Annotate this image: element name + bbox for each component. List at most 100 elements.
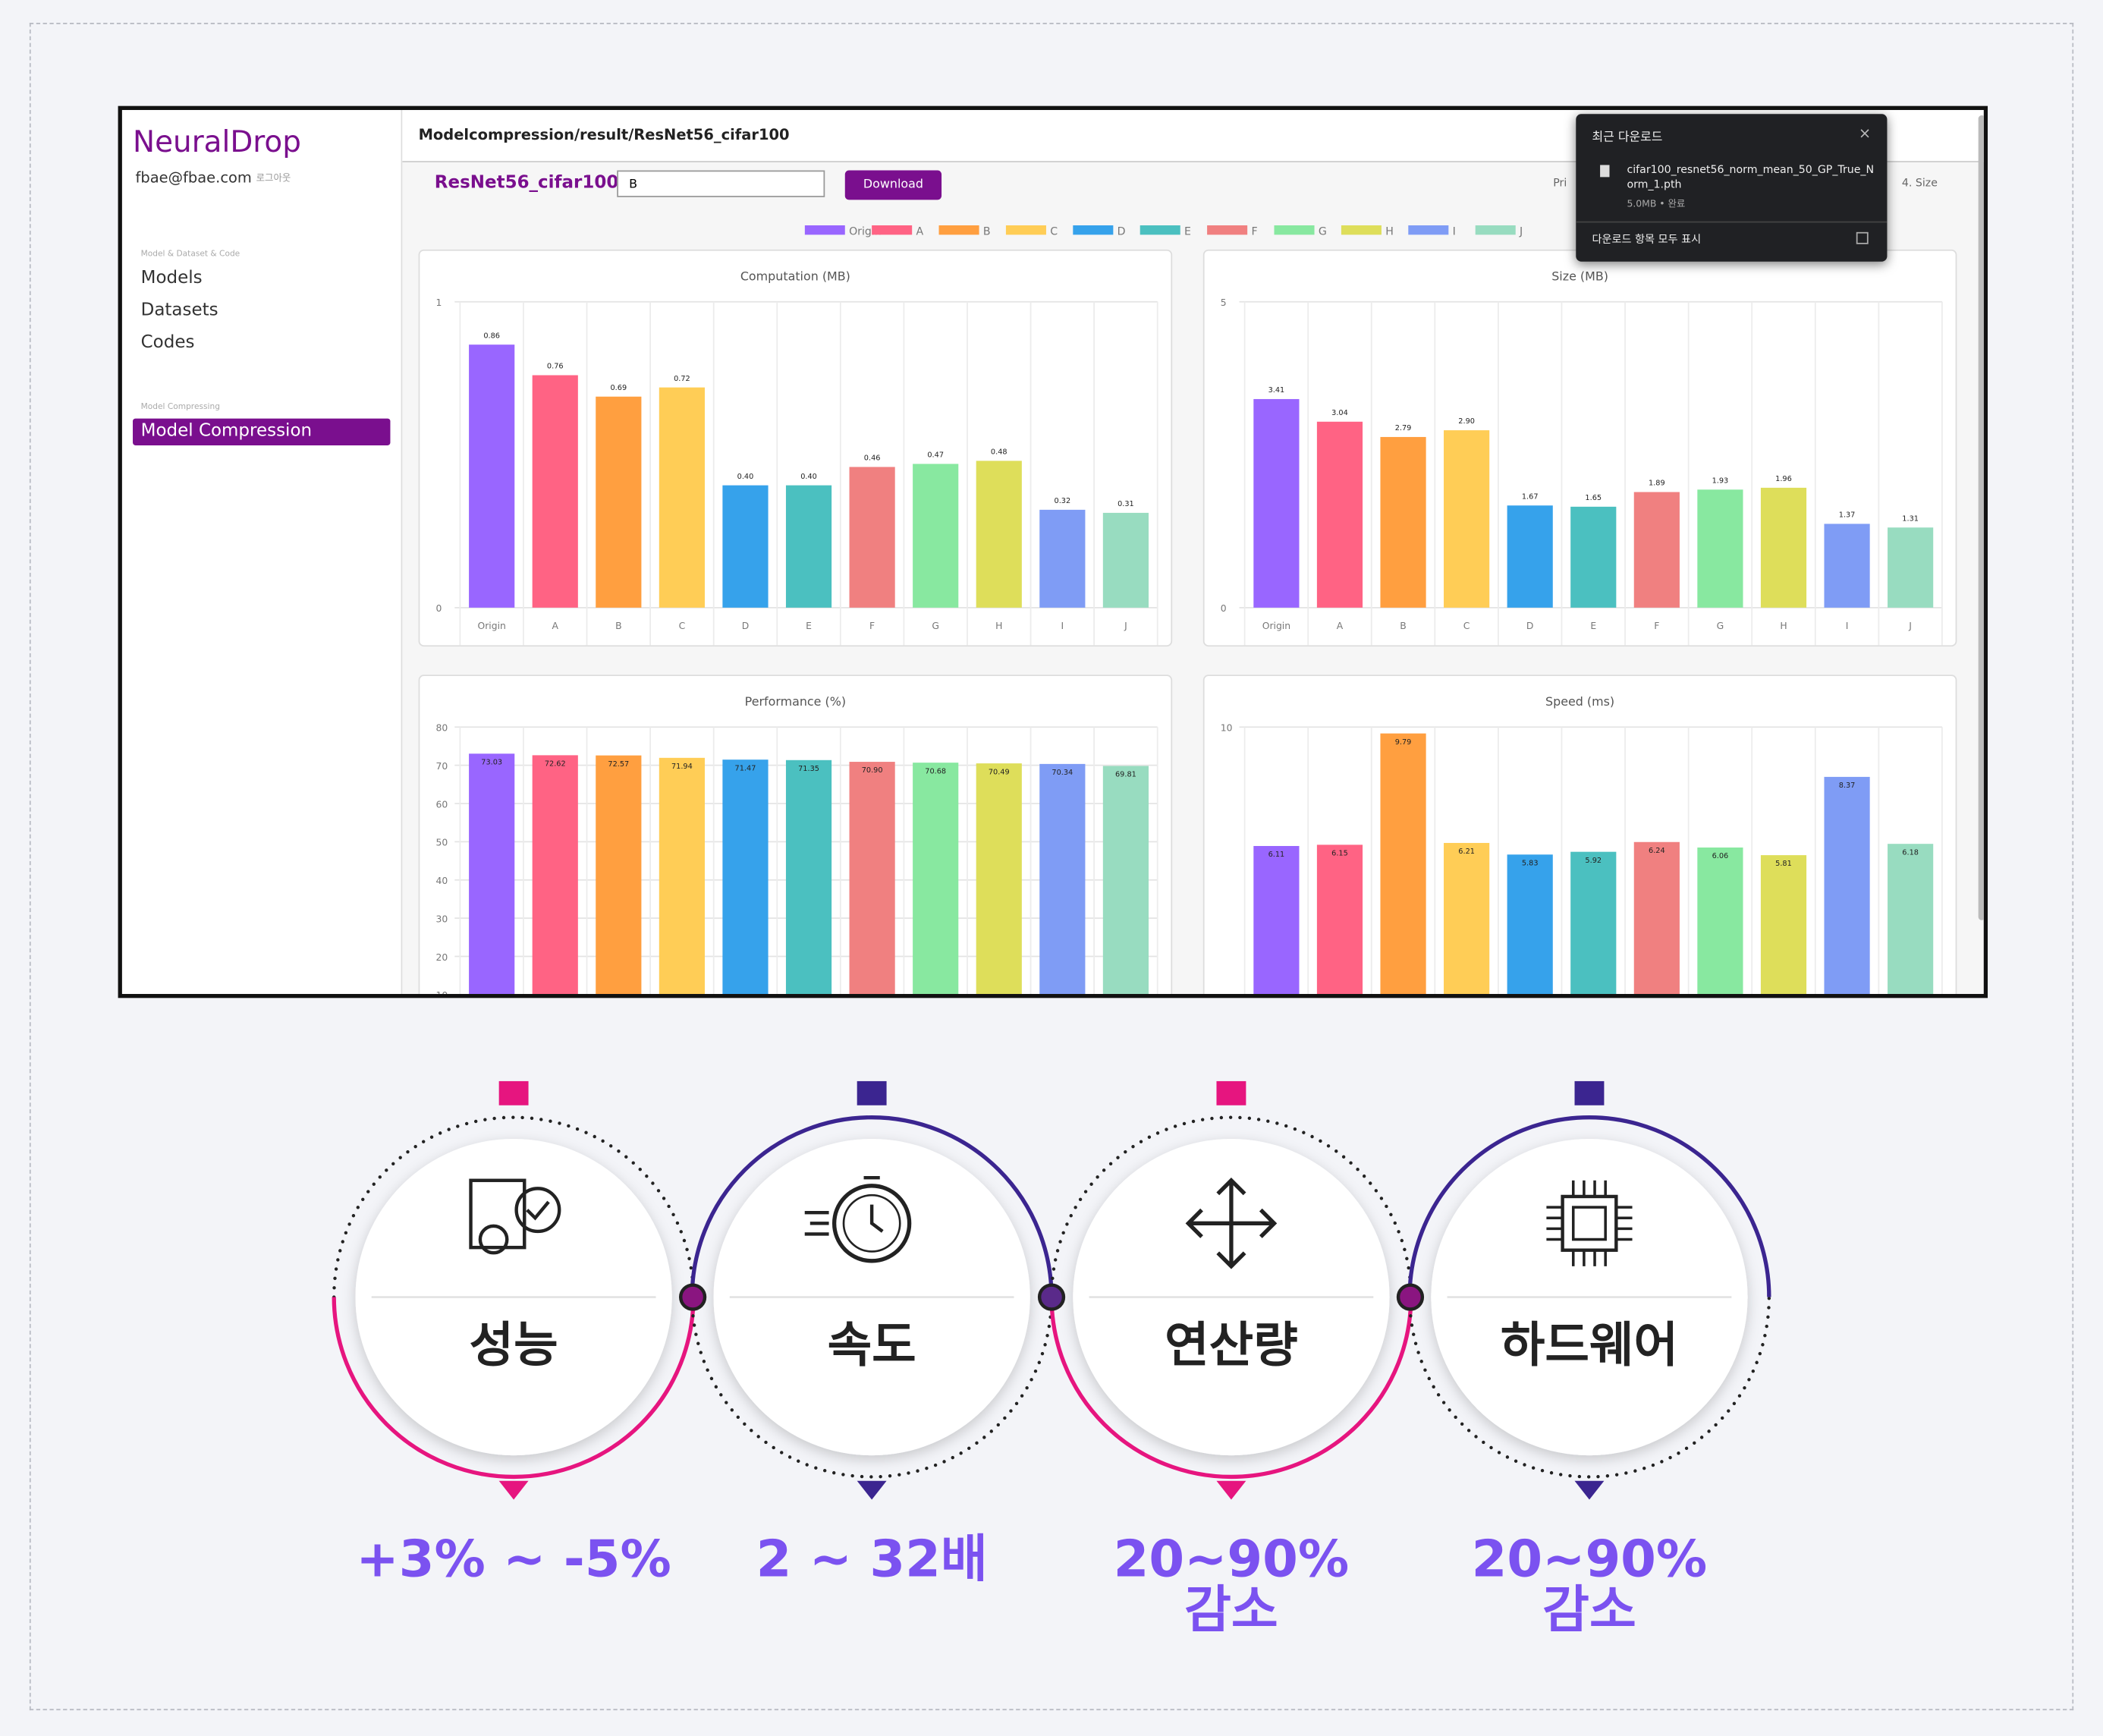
bar: [1888, 527, 1934, 608]
value-label: 0.86: [483, 332, 500, 340]
chart-title: Computation (MB): [740, 269, 850, 283]
value-label: 72.57: [608, 760, 629, 769]
x-tick-label: I: [1846, 621, 1849, 631]
feature-value: 20~90%: [1113, 1529, 1350, 1589]
legend-swatch: [1341, 225, 1382, 235]
sidebar: NeuralDrop fbae@fbae.com 로그아웃 Model & Da…: [122, 109, 403, 995]
value-label: 1.89: [1649, 480, 1665, 488]
chart: Computation (MB) 0 1 0.86 Origin 0.76 A 0.69 B 0.…: [436, 269, 1158, 646]
bar: [1380, 733, 1426, 995]
feature-value: 2 ~ 32배: [756, 1529, 988, 1589]
bar: [1316, 844, 1363, 995]
ring-dotted: [1407, 1295, 1771, 1479]
legend-label: C: [1050, 225, 1058, 237]
marker-square: [1574, 1080, 1605, 1105]
bar: [1633, 492, 1680, 608]
value-label: 1.37: [1839, 511, 1856, 520]
marker-triangle: [1216, 1480, 1246, 1500]
chart-title: Size (MB): [1551, 269, 1608, 283]
section-label: Model & Dataset & Code: [140, 249, 240, 259]
chart-panel: Computation (MB) 0 1 0.86 Origin 0.76 A 0.69 B 0.…: [418, 249, 1173, 647]
x-tick-label: C: [679, 621, 686, 631]
bar: [849, 762, 895, 995]
chart: Performance (%) 10 20 30 40 50 60 70 80 73.03 72.6…: [436, 694, 1158, 995]
bar: [1253, 846, 1300, 995]
bar: [913, 464, 959, 608]
download-button[interactable]: Download: [844, 170, 942, 200]
value-label: 72.62: [545, 760, 566, 769]
icon: [842, 1194, 901, 1253]
value-label: 0.46: [864, 454, 881, 463]
menu-item[interactable]: Datasets: [140, 300, 218, 321]
y-tick-label: 0: [1221, 603, 1227, 614]
y-tick-label: 40: [436, 876, 448, 886]
feature-label: 속도: [828, 1317, 916, 1373]
menu-item-active[interactable]: Model Compression: [133, 418, 391, 445]
ring-dotted: [332, 1115, 696, 1299]
value-label: 71.94: [671, 763, 693, 771]
bar: [1697, 848, 1743, 995]
marker-triangle: [1574, 1480, 1605, 1500]
bar: [976, 461, 1022, 608]
y-tick-label: 30: [436, 914, 448, 924]
y-tick-label: 60: [436, 799, 448, 810]
legend-swatch: [1140, 225, 1180, 235]
bar: [1102, 512, 1149, 608]
value-label: 73.03: [481, 758, 502, 766]
junction-dot: [1396, 1283, 1425, 1311]
x-tick-label: D: [1526, 621, 1534, 631]
icon: [469, 1178, 527, 1250]
bar: [1760, 487, 1807, 608]
value-label: 0.76: [547, 363, 564, 371]
value-label: 0.48: [991, 448, 1007, 457]
icon: [1546, 1180, 1633, 1266]
feature-value: 감소: [1184, 1580, 1278, 1640]
x-tick-label: H: [1780, 621, 1787, 631]
show-all[interactable]: 다운로드 항목 모두 표시: [1592, 233, 1702, 246]
feature-value: 감소: [1542, 1580, 1636, 1640]
x-tick-label: B: [1400, 621, 1406, 631]
feature-label: 성능: [470, 1317, 558, 1373]
file-name[interactable]: cifar100_resnet56_norm_mean_50_GP_True_N…: [1627, 163, 1875, 191]
legend-label: G: [1319, 225, 1327, 237]
bar: [469, 753, 515, 995]
legend-swatch: [1475, 225, 1516, 235]
menu-item[interactable]: Codes: [140, 332, 195, 353]
legend-label: D: [1118, 225, 1126, 237]
icon: [514, 1187, 561, 1234]
value-label: 0.69: [611, 384, 627, 392]
model-select[interactable]: B: [617, 170, 825, 197]
x-tick-label: B: [615, 621, 621, 631]
legend-swatch: [1207, 225, 1248, 235]
legend-swatch: [1005, 225, 1046, 235]
x-tick-label: H: [995, 621, 1002, 631]
x-tick-label: G: [1717, 621, 1724, 631]
ring-solid: [690, 1115, 1054, 1297]
marker-triangle: [857, 1480, 887, 1500]
value-label: 5.92: [1585, 857, 1602, 865]
value-label: 0.31: [1118, 500, 1134, 508]
chart-title: Performance (%): [745, 694, 846, 709]
ring-solid: [1407, 1115, 1771, 1297]
menu-item[interactable]: Models: [140, 268, 203, 289]
close-icon[interactable]: ×: [1858, 124, 1872, 143]
x-tick-label: Origin: [477, 621, 505, 631]
scrollbar: [1978, 115, 1984, 920]
chart-panel: Size (MB) 0 5 3.41 Origin 3.04 A 2.79 B 2.90 C 1.67…: [1202, 249, 1957, 647]
bar: [976, 763, 1022, 995]
legend-swatch: [1408, 225, 1449, 235]
x-tick-label: F: [1654, 621, 1659, 631]
file-status: 5.0MB • 완료: [1627, 198, 1686, 209]
file-icon: [1600, 165, 1610, 178]
x-tick-label: G: [932, 621, 939, 631]
bar: [913, 763, 959, 995]
popup-title: 최근 다운로드: [1592, 131, 1663, 145]
x-tick-label: F: [869, 621, 875, 631]
y-tick-label: 10: [1221, 723, 1233, 734]
value-label: 2.90: [1458, 417, 1475, 426]
value-label: 1.31: [1902, 514, 1919, 523]
logout[interactable]: 로그아웃: [256, 173, 291, 184]
y-tick-label: 70: [436, 761, 448, 772]
download-popup: 최근 다운로드 × cifar100_resnet56_norm_mean_50…: [1576, 114, 1888, 262]
